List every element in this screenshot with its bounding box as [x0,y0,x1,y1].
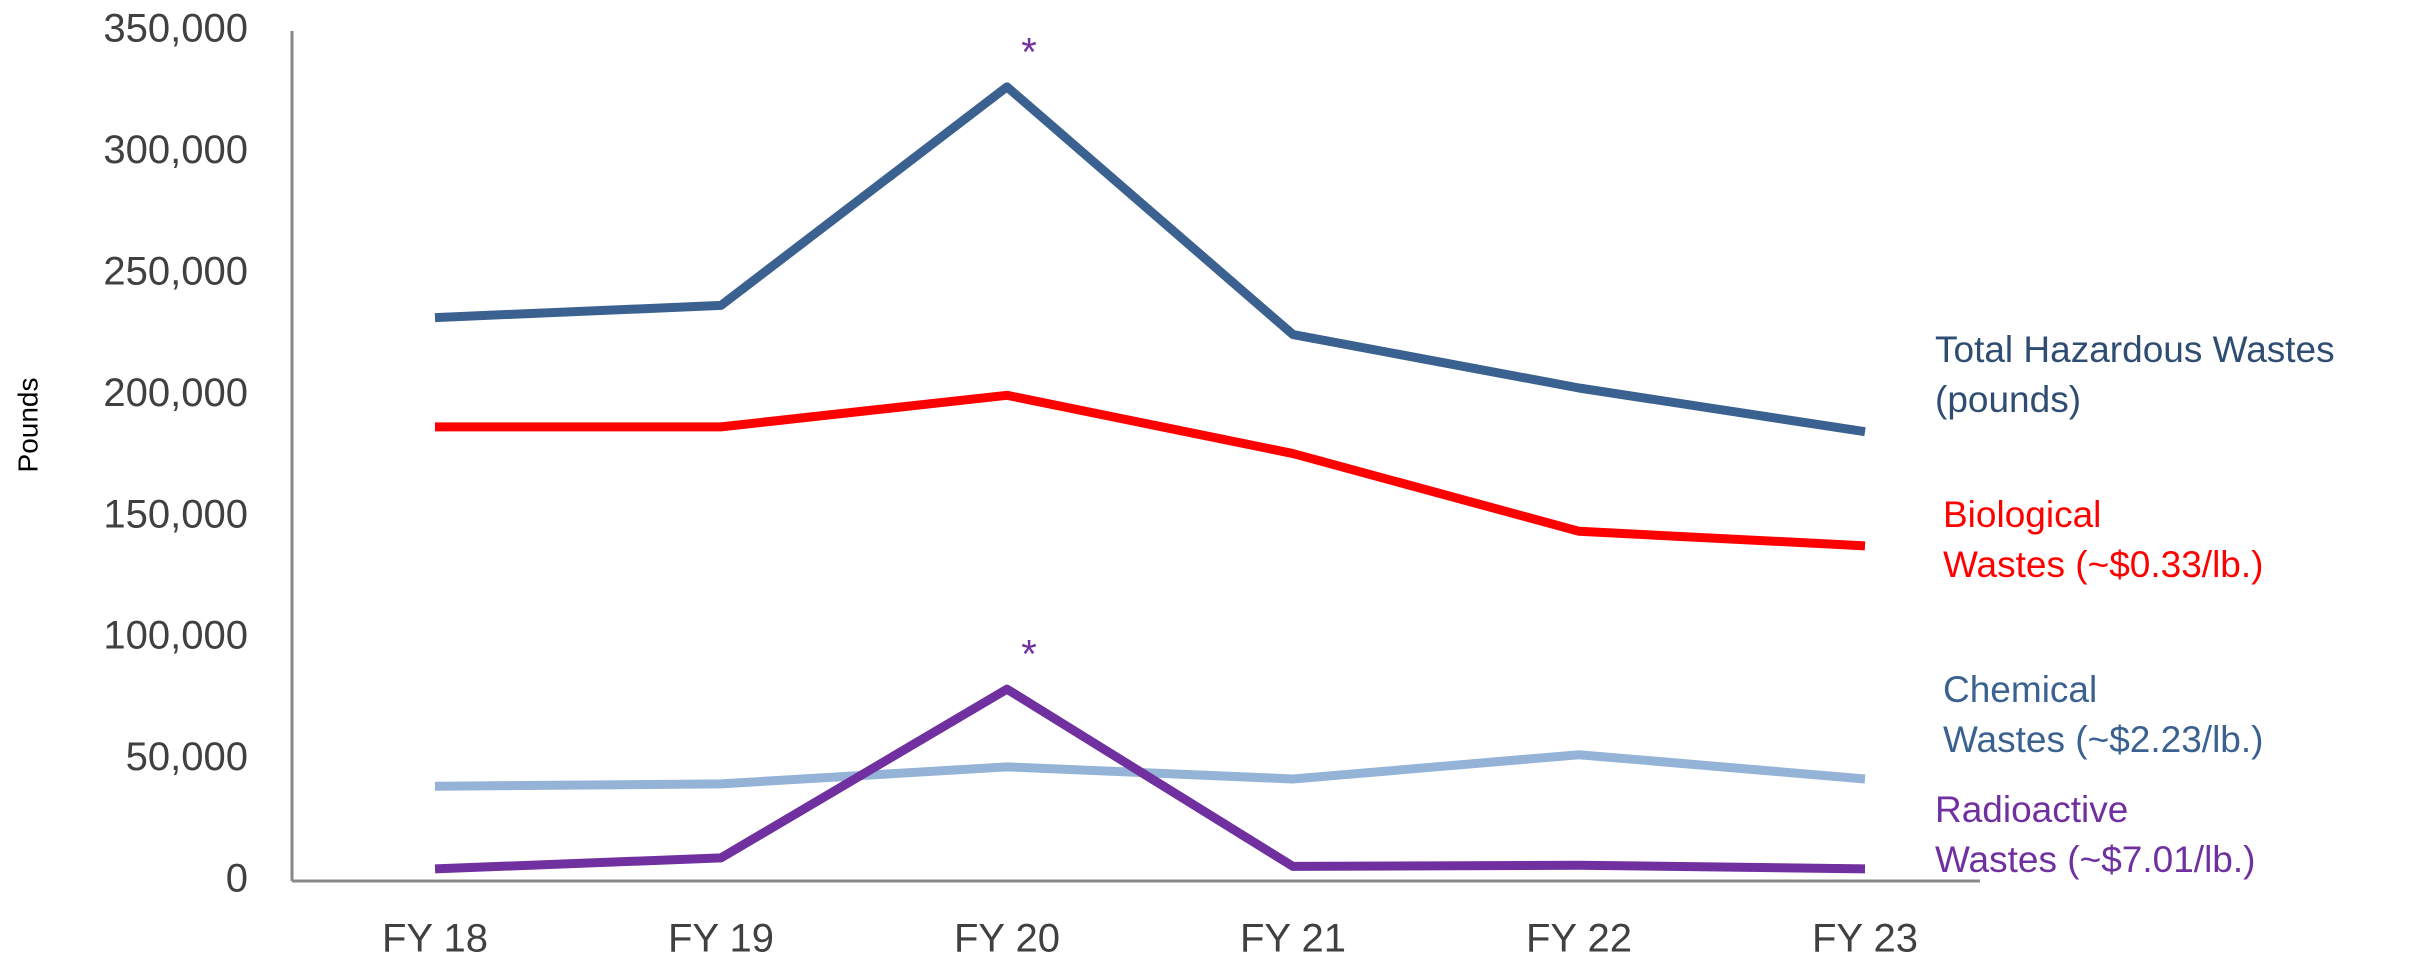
y-tick-label: 200,000 [103,371,248,415]
x-tick-label: FY 19 [668,917,774,961]
series-label: Radioactive Wastes (~$7.01/lb.) [1935,789,2256,880]
y-tick-label: 150,000 [103,492,248,536]
y-tick-label: 0 [226,857,248,901]
series-label: Chemical Wastes (~$2.23/lb.) [1943,669,2264,760]
y-tick-label: 100,000 [103,614,248,658]
y-tick-label: 250,000 [103,249,248,293]
x-tick-label: FY 21 [1240,917,1346,961]
x-tick-label: FY 18 [382,917,488,961]
x-tick-label: FY 20 [954,917,1060,961]
series-line [434,82,1866,437]
x-tick-label: FY 23 [1812,917,1918,961]
x-tick-label: FY 22 [1526,917,1632,961]
series-line [434,684,1866,874]
series-label: Biological Wastes (~$0.33/lb.) [1943,494,2264,585]
y-tick-label: 50,000 [126,735,248,779]
annotation: * [1021,30,1037,74]
y-tick-label: 300,000 [103,128,248,172]
y-axis-label: Pounds [12,378,43,473]
y-tick-label: 350,000 [103,7,248,51]
series-label: Total Hazardous Wastes (pounds) [1935,329,2335,420]
series-line [435,390,1866,551]
annotation: * [1021,633,1037,677]
